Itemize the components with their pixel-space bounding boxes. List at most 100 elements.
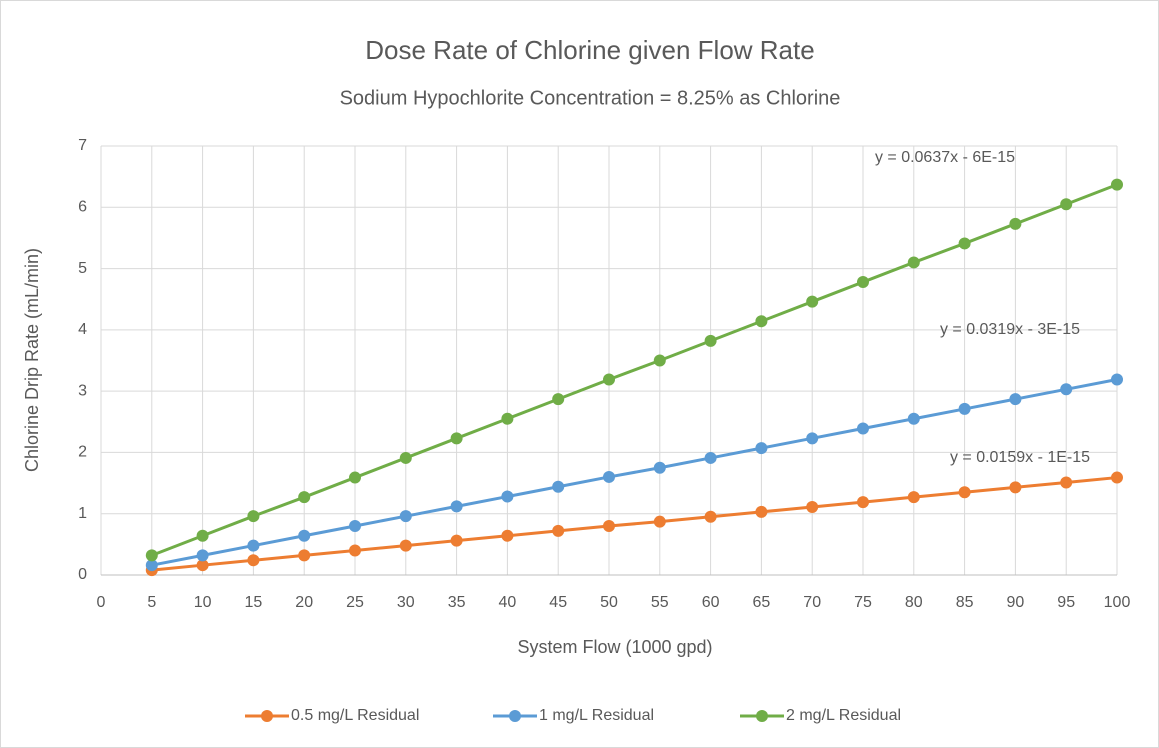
data-point <box>298 529 311 542</box>
y-tick-label: 5 <box>78 260 87 277</box>
series-line <box>151 378 1118 567</box>
data-point <box>501 490 514 503</box>
legend-marker <box>756 710 768 722</box>
series-line <box>151 476 1118 572</box>
x-tick-label: 35 <box>448 594 466 611</box>
data-point <box>1111 471 1123 484</box>
series-line <box>151 183 1118 557</box>
data-point <box>450 432 463 445</box>
x-tick-label: 0 <box>97 594 106 611</box>
x-tick-label: 15 <box>245 594 263 611</box>
legend-label: 0.5 mg/L Residual <box>291 707 419 724</box>
data-point <box>603 373 615 386</box>
trendline-equation: y = 0.0159x - 1E-15 <box>950 449 1090 466</box>
legend-label: 1 mg/L Residual <box>539 707 654 724</box>
data-point <box>806 295 819 308</box>
legend-marker <box>261 710 273 722</box>
data-point <box>145 549 158 562</box>
data-point <box>653 515 666 528</box>
x-tick-label: 20 <box>295 594 313 611</box>
data-point <box>653 461 666 474</box>
data-point <box>501 412 514 425</box>
data-point <box>450 500 463 513</box>
legend-label: 2 mg/L Residual <box>786 707 901 724</box>
y-tick-label: 6 <box>78 199 87 216</box>
data-point <box>704 510 717 523</box>
x-tick-label: 75 <box>854 594 872 611</box>
x-axis-title: System Flow (1000 gpd) <box>517 637 712 657</box>
data-point <box>1111 178 1123 191</box>
data-point <box>907 491 920 504</box>
x-tick-label: 30 <box>397 594 415 611</box>
y-tick-label: 7 <box>78 137 87 154</box>
data-point <box>907 256 920 269</box>
data-point <box>755 442 768 455</box>
data-point <box>958 237 971 250</box>
data-point <box>755 315 768 328</box>
x-tick-label: 100 <box>1104 594 1131 611</box>
data-point <box>1111 373 1123 386</box>
y-axis-title: Chlorine Drip Rate (mL/min) <box>22 248 42 472</box>
data-point <box>552 480 565 493</box>
data-point <box>958 402 971 415</box>
data-point <box>501 529 514 542</box>
data-point <box>1009 217 1022 230</box>
data-point <box>196 549 209 562</box>
x-tick-label: 65 <box>753 594 771 611</box>
data-point <box>653 354 666 367</box>
data-point <box>298 549 311 562</box>
x-tick-label: 25 <box>346 594 364 611</box>
data-point <box>247 510 260 523</box>
y-tick-label: 3 <box>78 382 87 399</box>
x-tick-label: 85 <box>956 594 974 611</box>
data-point <box>349 519 361 532</box>
x-tick-label: 95 <box>1057 594 1075 611</box>
data-point <box>1060 198 1073 211</box>
x-tick-label: 5 <box>147 594 156 611</box>
data-point <box>1009 393 1022 406</box>
data-point <box>552 393 565 406</box>
data-point <box>704 334 717 347</box>
chart-subtitle: Sodium Hypochlorite Concentration = 8.25… <box>340 87 841 109</box>
data-point <box>704 451 717 464</box>
data-point <box>958 486 971 499</box>
data-point <box>349 544 361 557</box>
y-tick-label: 2 <box>78 444 87 461</box>
x-tick-label: 10 <box>194 594 212 611</box>
data-point <box>399 451 412 464</box>
data-point <box>857 422 869 435</box>
x-tick-label: 45 <box>549 594 567 611</box>
data-point <box>603 470 615 483</box>
data-point <box>1060 383 1073 396</box>
data-point <box>298 491 311 504</box>
data-point <box>857 496 869 509</box>
data-point <box>603 519 615 532</box>
data-point <box>907 412 920 425</box>
data-point <box>247 554 260 567</box>
trendline-equation: y = 0.0637x - 6E-15 <box>875 149 1015 166</box>
y-tick-label: 1 <box>78 505 87 522</box>
data-point <box>755 505 768 518</box>
data-point <box>552 524 565 537</box>
x-tick-label: 60 <box>702 594 720 611</box>
x-tick-label: 55 <box>651 594 669 611</box>
x-tick-label: 90 <box>1007 594 1025 611</box>
data-point <box>806 432 819 445</box>
data-point <box>399 510 412 523</box>
data-point <box>1060 476 1073 489</box>
trendline-equation: y = 0.0319x - 3E-15 <box>940 321 1080 338</box>
data-point <box>399 539 412 552</box>
data-point <box>806 500 819 513</box>
data-point <box>145 559 158 572</box>
x-tick-label: 50 <box>600 594 618 611</box>
data-point <box>450 534 463 547</box>
x-tick-label: 80 <box>905 594 923 611</box>
y-tick-label: 0 <box>78 566 87 583</box>
data-point <box>857 276 869 289</box>
y-tick-label: 4 <box>78 321 87 338</box>
data-point <box>1009 481 1022 494</box>
x-tick-label: 40 <box>499 594 517 611</box>
x-tick-label: 70 <box>803 594 821 611</box>
